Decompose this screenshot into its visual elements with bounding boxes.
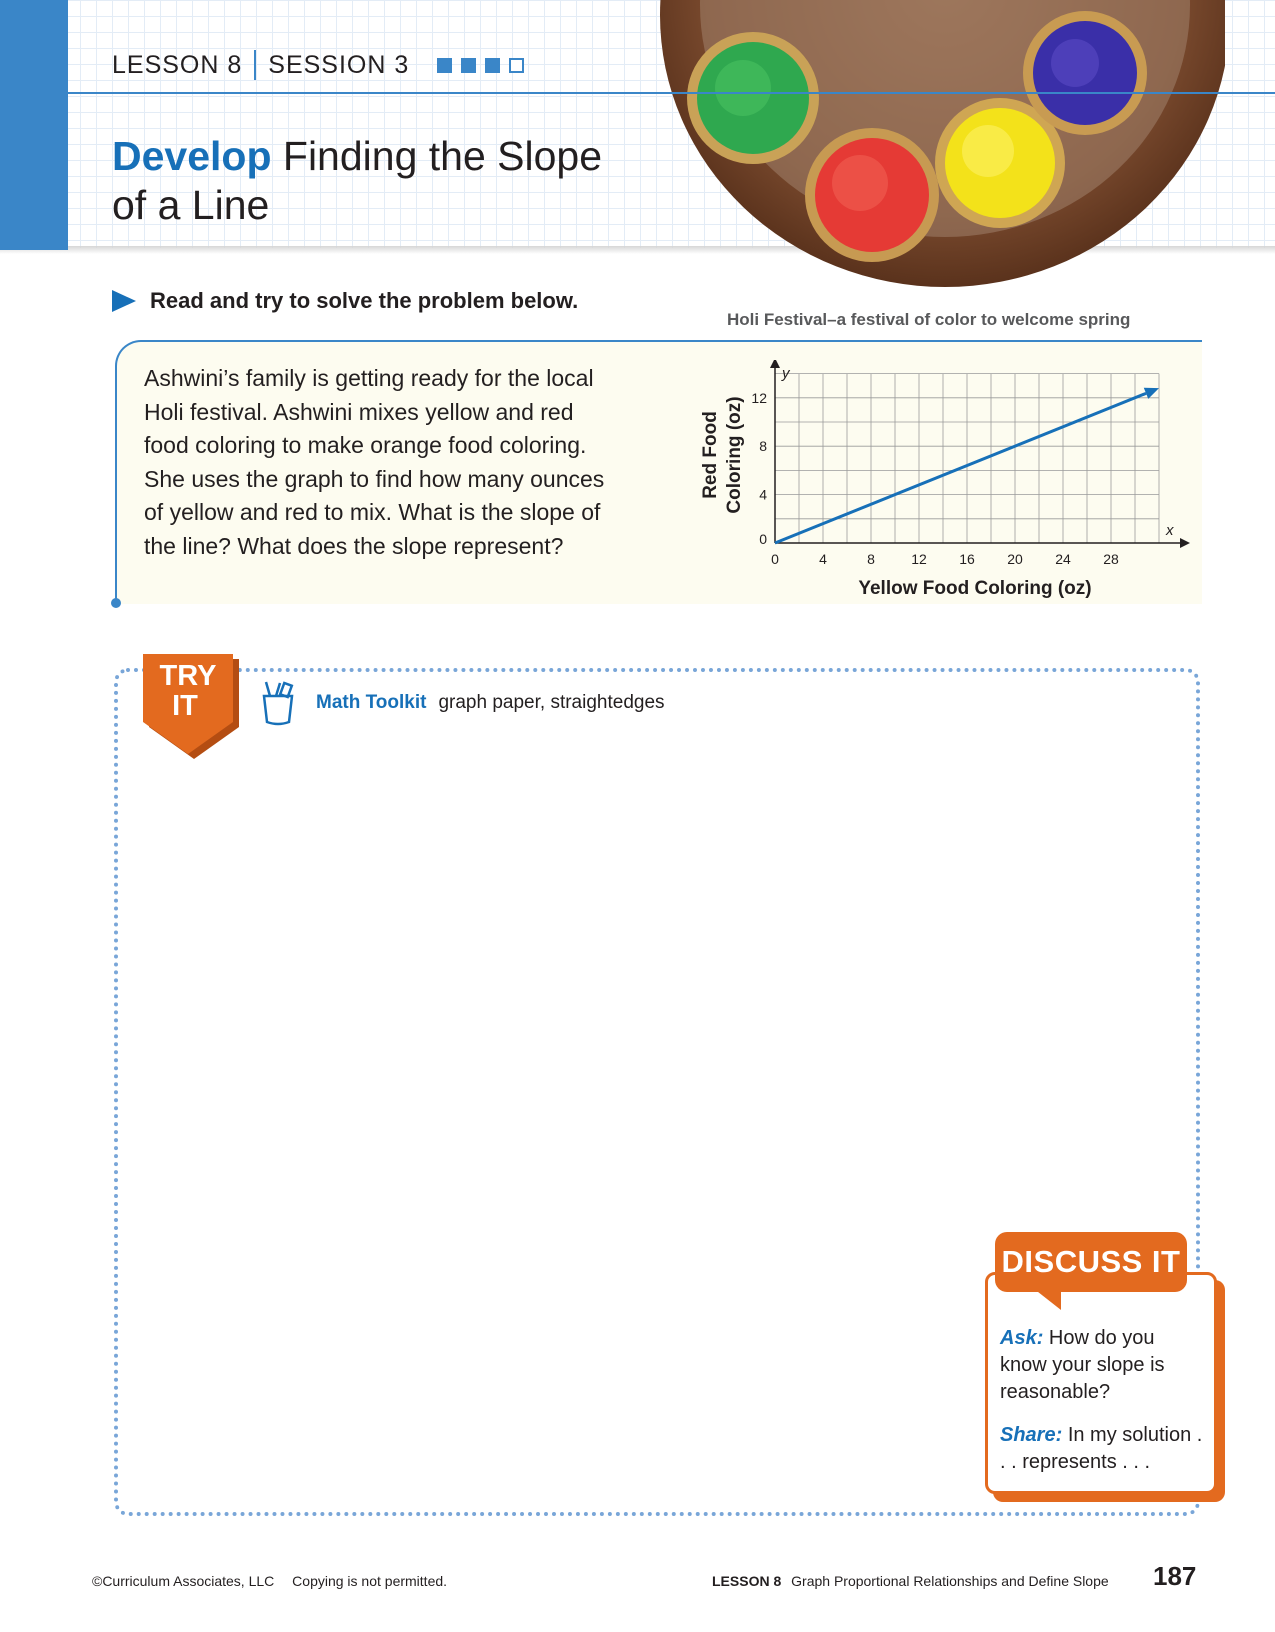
y-axis-arrowhead (770, 360, 780, 368)
holi-color-bowl-photo (660, 0, 1225, 287)
footer-lesson: LESSON 8 Graph Proportional Relationship… (712, 1573, 1109, 1589)
discuss-share: Share: In my solution . . . represents .… (1000, 1422, 1205, 1476)
session-progress (437, 57, 525, 73)
x-tick-label: 20 (1007, 551, 1023, 567)
y-axis-variable: y (781, 365, 791, 382)
arrow-right-icon (112, 290, 136, 312)
footer-copyright: ©Curriculum Associates, LLC Copying is n… (92, 1573, 447, 1589)
try-it-badge-line-2: IT (172, 690, 198, 722)
section-color-tab (0, 0, 68, 250)
x-tick-label: 8 (867, 551, 875, 567)
share-text: In my solution . . . represents . . . (1000, 1424, 1203, 1473)
footer-lesson-number: LESSON 8 (712, 1573, 782, 1589)
progress-square-filled (485, 57, 501, 73)
header-shadow (0, 246, 1275, 254)
problem-box (115, 340, 1202, 604)
toolkit-cup-icon (262, 681, 294, 726)
x-tick-label: 16 (959, 551, 975, 567)
x-axis-arrowhead (1180, 538, 1190, 548)
progress-square-empty (509, 57, 525, 73)
instruction-text: Read and try to solve the problem below. (150, 288, 579, 313)
progress-square-filled (437, 57, 453, 73)
page-number: 187 (1153, 1561, 1197, 1591)
lesson-number: LESSON 8 (112, 50, 243, 79)
share-label: Share: (1000, 1424, 1063, 1446)
lesson-session-label: LESSON 8 SESSION 3 (112, 50, 525, 80)
title-line-2: of a Line (112, 182, 270, 228)
title-line-1: Finding the Slope (282, 133, 603, 179)
tick-labels: 0 4 8 12 16 20 24 28 0 4 8 12 (751, 390, 1119, 567)
try-it-badge-line-1: TRY (160, 660, 217, 692)
lesson-rule (68, 92, 1275, 94)
page-title: Develop Finding the Slope of a Line (112, 132, 602, 230)
x-tick-label: 24 (1055, 551, 1071, 567)
x-tick-label: 12 (911, 551, 927, 567)
session-number: SESSION 3 (268, 50, 410, 79)
try-it-badge: TRY IT (143, 654, 239, 759)
problem-text: Ashwini’s family is getting ready for th… (144, 365, 605, 559)
x-axis-label: Yellow Food Coloring (oz) (858, 578, 1091, 599)
x-axis-variable: x (1165, 522, 1174, 539)
try-it-work-area[interactable] (114, 668, 1200, 1516)
y-tick-label: 8 (759, 438, 767, 454)
y-axis-label-line-1: Red Food (700, 411, 721, 499)
toolkit-items: graph paper, straightedges (438, 692, 665, 713)
discuss-it-speech-tail (1033, 1288, 1061, 1310)
graph-grid (775, 373, 1160, 543)
discuss-it-prompts: Ask: How do you know your slope is reaso… (1000, 1325, 1205, 1492)
x-tick-label: 0 (771, 551, 779, 567)
lesson-separator (254, 50, 257, 80)
y-axis-label-line-2: Coloring (oz) (724, 396, 745, 513)
instruction: Read and try to solve the problem below. (112, 288, 578, 314)
footer-lesson-title: Graph Proportional Relationships and Def… (791, 1573, 1109, 1589)
math-toolkit: Math Toolkit graph paper, straightedges (258, 680, 665, 726)
y-tick-label: 12 (751, 390, 767, 406)
y-tick-label: 4 (759, 487, 767, 503)
progress-square-filled (461, 57, 477, 73)
discuss-ask: Ask: How do you know your slope is reaso… (1000, 1325, 1205, 1406)
photo-caption: Holi Festival–a festival of color to wel… (727, 310, 1131, 329)
x-tick-label: 4 (819, 551, 827, 567)
ask-text: How do you know your slope is reasonable… (1000, 1327, 1165, 1403)
copy-notice: Copying is not permitted. (292, 1573, 448, 1589)
ask-label: Ask: (1000, 1327, 1044, 1349)
x-tick-label: 28 (1103, 551, 1119, 567)
slope-graph: 0 4 8 12 16 20 24 28 0 4 8 12 x y Yellow Food Color… (700, 360, 1190, 599)
y-tick-label: 0 (759, 531, 767, 547)
copyright-text: ©Curriculum Associates, LLC (92, 1573, 275, 1589)
series-line (774, 391, 1147, 545)
discuss-it-card (985, 1272, 1217, 1494)
discuss-it-title: DISCUSS IT (995, 1232, 1187, 1292)
toolkit-label: Math Toolkit (316, 692, 427, 713)
title-emphasis: Develop (112, 133, 272, 179)
problem-box-dot (111, 598, 121, 608)
series-line-arrowhead (1143, 387, 1159, 399)
